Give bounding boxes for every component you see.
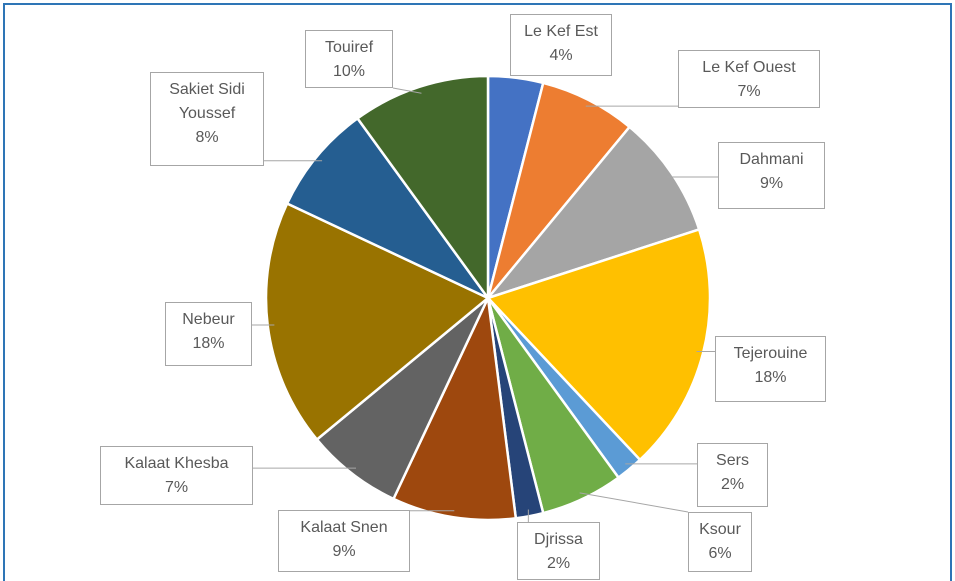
value-label: 4%	[549, 47, 573, 64]
category-label: Le Kef Est	[524, 23, 598, 40]
category-label: Ksour	[699, 521, 741, 538]
category-label: Le Kef Ouest	[702, 59, 796, 76]
category-label: Sers	[716, 452, 749, 469]
data-label: Kalaat Khesba 7%	[100, 446, 253, 505]
data-label: Sers 2%	[697, 443, 768, 507]
data-label: Le Kef Ouest 7%	[678, 50, 820, 108]
data-label: Tejerouine 18%	[715, 336, 826, 402]
pie-slice	[285, 116, 490, 300]
value-label: 9%	[759, 175, 784, 192]
pie-slice	[485, 227, 712, 462]
category-label: Sakiet Sidi Youssef	[169, 81, 245, 122]
value-label: 10%	[332, 63, 366, 80]
leader-line	[392, 87, 422, 94]
pie-slice	[355, 74, 490, 302]
value-label: 18%	[754, 369, 787, 386]
category-label: Dahmani	[739, 151, 804, 168]
category-label: Kalaat Snen	[300, 519, 388, 536]
pie-slice	[264, 201, 491, 442]
data-label: Sakiet Sidi Youssef 8%	[150, 72, 264, 166]
leader-line	[579, 492, 689, 513]
pie-slice	[484, 125, 701, 301]
value-label: 8%	[195, 129, 219, 146]
value-label: 6%	[708, 545, 732, 562]
category-label: Kalaat Khesba	[124, 455, 229, 472]
data-label: Dahmani 9%	[718, 142, 825, 209]
chart-border	[3, 3, 952, 581]
value-label: 2%	[720, 476, 745, 493]
category-label: Nebeur	[182, 311, 235, 328]
data-label: Djrissa 2%	[517, 522, 600, 580]
value-label: 7%	[737, 83, 761, 100]
data-label: Kalaat Snen 9%	[278, 510, 410, 572]
pie-slice	[391, 293, 518, 522]
data-label: Nebeur 18%	[165, 302, 252, 366]
category-label: Djrissa	[534, 531, 583, 548]
value-label: 18%	[192, 335, 225, 352]
value-label: 9%	[332, 543, 356, 560]
value-label: 7%	[164, 479, 189, 496]
category-label: Touiref	[324, 39, 374, 56]
category-label: Tejerouine	[733, 345, 808, 362]
data-label: Ksour 6%	[688, 512, 752, 572]
value-label: 2%	[546, 555, 571, 572]
data-label: Touiref 10%	[305, 30, 393, 88]
data-label: Le Kef Est 4%	[510, 14, 612, 76]
